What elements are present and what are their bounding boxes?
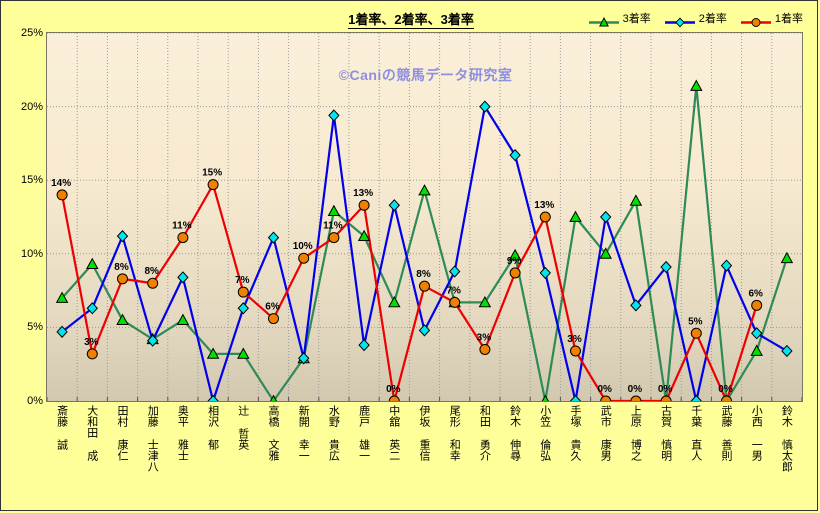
data-label: 13% xyxy=(534,200,554,211)
legend-item-2chaku[interactable]: 2着率 xyxy=(664,10,727,27)
data-label: 15% xyxy=(202,168,222,179)
data-label: 9% xyxy=(507,256,522,267)
y-axis-tick: 20% xyxy=(20,100,43,113)
x-axis-label: 伊坂 重信 xyxy=(418,405,430,461)
data-label: 8% xyxy=(114,262,129,273)
data-series-layer: 14% 3% 8% 8% 11% 15% 7% 6% 10% 11% 13% 0% 8% 7% 3% 9% 13… xyxy=(51,79,794,401)
x-axis-label: 小西 一男 xyxy=(750,405,763,461)
x-axis-label: 小笠 倫弘 xyxy=(538,405,551,461)
x-axis-label: 相沢 郁 xyxy=(206,405,219,450)
x-axis-label: 手塚 貴久 xyxy=(569,405,581,461)
x-axis-label: 武藤 善則 xyxy=(720,405,732,461)
x-axis-label: 辻 哲英 xyxy=(236,405,249,450)
data-label: 0% xyxy=(658,384,673,395)
y-axis-tick: 0% xyxy=(27,395,43,407)
data-label: 0% xyxy=(386,384,401,395)
legend-swatch-3chaku xyxy=(588,16,619,26)
x-axis-label: 尾形 和幸 xyxy=(448,405,461,461)
x-axis-label: 田村 康仁 xyxy=(116,405,128,461)
plot-wrapper: ©Caniの競馬データ研究室 14% 3% 8% 8% 11% 15% 7% 6% 10% 11%… xyxy=(46,32,803,402)
x-axis-label: 加藤 士津八 xyxy=(146,405,159,472)
data-label: 0% xyxy=(628,384,643,395)
chart-legend: 3着率 2着率 1着率 xyxy=(588,10,803,27)
legend-item-1chaku[interactable]: 1着率 xyxy=(740,10,803,27)
page-title: 1着率、2着率、3着率 xyxy=(1,9,820,29)
x-axis-label: 上原 博之 xyxy=(629,405,642,461)
data-label: 11% xyxy=(172,221,192,232)
x-axis-label: 新開 幸一 xyxy=(297,405,310,461)
x-axis-label: 鈴木 慎太郎 xyxy=(780,405,793,472)
legend-swatch-2chaku xyxy=(664,17,695,27)
x-axis-label: 高橋 文雅 xyxy=(267,405,279,461)
data-label: 5% xyxy=(688,316,703,327)
x-axis-label: 鈴木 伸尋 xyxy=(508,405,521,461)
y-axis-tick: 15% xyxy=(20,174,43,187)
x-axis-label: 奥平 雅士 xyxy=(176,405,189,461)
x-axis-label: 武市 康男 xyxy=(599,405,612,461)
data-label: 8% xyxy=(416,269,431,280)
grid-lines xyxy=(47,33,802,401)
data-label: 13% xyxy=(353,188,373,199)
data-label: 6% xyxy=(748,288,763,299)
x-axis-label: 鹿戸 雄一 xyxy=(357,405,370,461)
x-axis-label: 斎藤 誠 xyxy=(55,405,68,450)
data-label: 3% xyxy=(84,337,99,348)
data-label: 11% xyxy=(323,221,343,232)
plot-area: ©Caniの競馬データ研究室 14% 3% 8% 8% 11% 15% 7% 6% 10% 11%… xyxy=(46,32,803,402)
data-label: 6% xyxy=(265,302,280,313)
y-axis: 0% 5% 10% 15% 20% 25% xyxy=(1,27,43,407)
x-axis-label: 古賀 慎明 xyxy=(659,405,672,461)
legend-item-3chaku[interactable]: 3着率 xyxy=(588,10,651,26)
data-label: 3% xyxy=(477,332,492,343)
watermark-text: ©Caniの競馬データ研究室 xyxy=(338,67,513,83)
x-axis-label: 中舘 英二 xyxy=(387,405,400,461)
data-label: 14% xyxy=(51,178,71,189)
legend-label-1chaku: 1着率 xyxy=(774,13,803,25)
y-axis-tick: 5% xyxy=(27,321,43,334)
x-axis-label: 千葉 直人 xyxy=(689,405,702,461)
x-axis-labels: 斎藤 誠 大和田 成 田村 康仁 加藤 士津八 奥平 雅士 相沢 郁 辻 哲英 高橋 文雅 新開… xyxy=(46,405,803,510)
data-label: 0% xyxy=(597,384,612,395)
data-label: 8% xyxy=(144,266,159,277)
data-label: 3% xyxy=(567,334,582,345)
legend-swatch-1chaku xyxy=(740,17,771,27)
data-label: 7% xyxy=(446,285,461,296)
data-label: 0% xyxy=(718,384,733,395)
legend-label-3chaku: 3着率 xyxy=(622,13,651,25)
legend-label-2chaku: 2着率 xyxy=(698,13,727,25)
x-axis-label: 和田 勇介 xyxy=(478,405,491,461)
data-label: 7% xyxy=(235,275,250,286)
y-axis-tick: 25% xyxy=(20,27,43,39)
chart-title-text: 1着率、2着率、3着率 xyxy=(348,12,474,29)
x-axis-label: 大和田 成 xyxy=(85,405,98,461)
y-axis-tick: 10% xyxy=(20,247,43,260)
data-label: 10% xyxy=(293,241,313,252)
x-axis-label: 水野 貴広 xyxy=(327,405,340,461)
